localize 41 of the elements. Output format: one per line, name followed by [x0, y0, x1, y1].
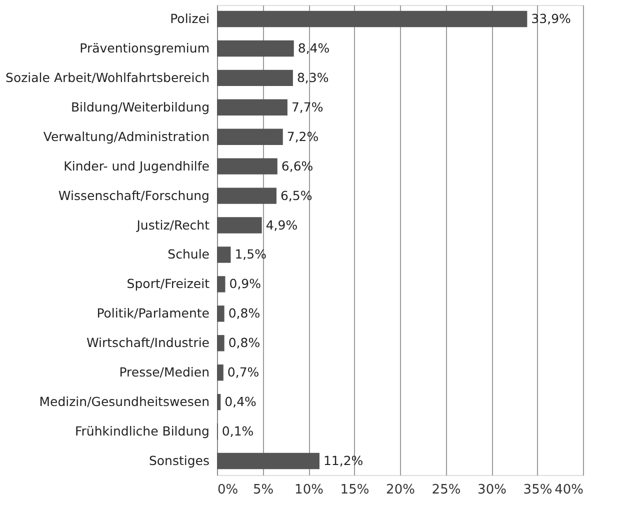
- y-tick-label: Soziale Arbeit/Wohlfahrtsbereich: [6, 70, 210, 85]
- y-tick-label: Polizei: [170, 10, 210, 26]
- x-tick-label: 0%: [218, 482, 238, 498]
- y-tick-label: Sport/Freizeit: [126, 276, 210, 292]
- y-tick-label: Medizin/Gesundheitswesen: [39, 394, 210, 410]
- data-label: 0,4%: [224, 394, 257, 410]
- data-label: 1,5%: [234, 246, 267, 262]
- data-label: 33,9%: [531, 10, 572, 26]
- x-tick-label: 25%: [432, 482, 461, 498]
- data-label: 6,5%: [280, 188, 312, 203]
- data-label: 8,3%: [296, 70, 329, 85]
- y-tick-label: Politik/Parlamente: [96, 306, 210, 321]
- data-label: 0,8%: [228, 335, 260, 350]
- y-tick-label: Wirtschaft/Industrie: [86, 335, 210, 350]
- data-label: 0,1%: [222, 424, 254, 439]
- data-label: 8,4%: [298, 40, 330, 56]
- y-tick-label: Verwaltung/Administration: [43, 128, 210, 144]
- data-label: 11,2%: [323, 453, 364, 468]
- y-tick-label: Justiz/Recht: [136, 217, 210, 232]
- x-tick-label: 35%: [523, 482, 552, 498]
- x-tick-label: 5%: [252, 482, 274, 498]
- data-label: 0,7%: [227, 364, 260, 380]
- y-tick-label: Sonstiges: [148, 453, 210, 468]
- y-tick-label: Präventionsgremium: [80, 40, 210, 56]
- y-tick-label: Schule: [168, 246, 210, 262]
- data-label: 7,7%: [291, 99, 324, 114]
- data-label: 4,9%: [266, 217, 298, 232]
- x-tick-label: 30%: [478, 482, 506, 498]
- y-tick-label: Frühkindliche Bildung: [75, 424, 210, 439]
- x-tick-label: 20%: [386, 482, 415, 498]
- y-tick-label: Wissenschaft/Forschung: [58, 188, 210, 203]
- data-label: 6,6%: [281, 158, 314, 174]
- data-label: 7,2%: [286, 128, 319, 144]
- y-tick-label: Bildung/Weiterbildung: [70, 99, 210, 114]
- data-label: 0,8%: [228, 306, 260, 321]
- y-tick-label: Kinder- und Jugendhilfe: [64, 158, 210, 174]
- x-tick-label: 40%: [554, 482, 584, 498]
- y-tick-label: Presse/Medien: [119, 364, 210, 380]
- data-label: 0,9%: [229, 276, 262, 292]
- x-tick-label: 15%: [340, 482, 370, 498]
- x-tick-label: 10%: [294, 482, 324, 498]
